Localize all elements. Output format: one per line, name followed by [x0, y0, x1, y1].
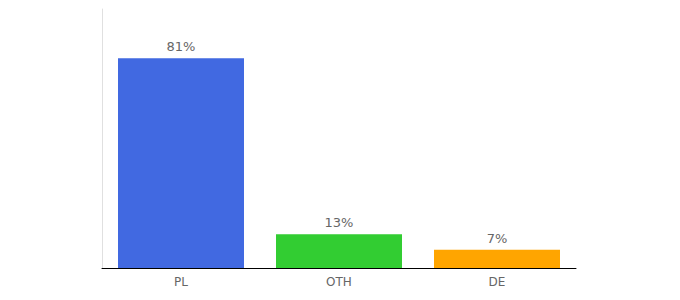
svg-text:13%: 13% — [325, 215, 354, 230]
svg-text:DE: DE — [489, 275, 506, 289]
svg-text:81%: 81% — [167, 39, 196, 54]
svg-text:OTH: OTH — [326, 275, 352, 289]
svg-text:PL: PL — [174, 275, 188, 289]
svg-text:7%: 7% — [487, 231, 508, 246]
